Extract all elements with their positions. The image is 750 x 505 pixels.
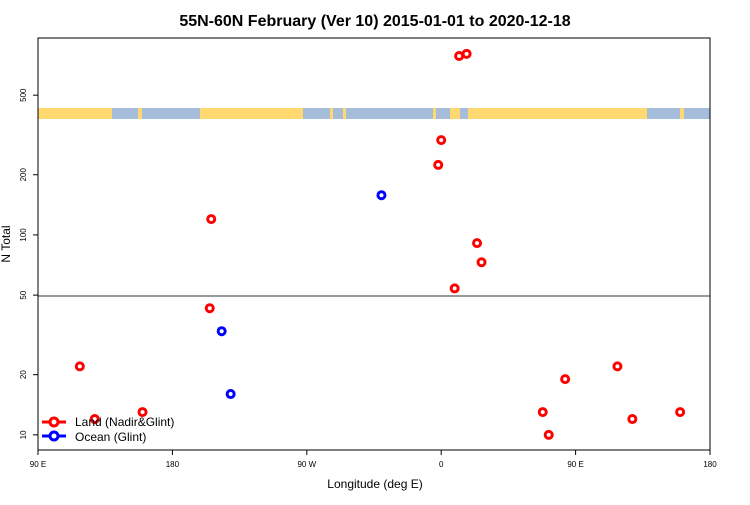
land-point <box>454 51 465 62</box>
chart-title: 55N-60N February (Ver 10) 2015-01-01 to … <box>179 13 570 30</box>
land-point <box>560 374 571 385</box>
land-point <box>449 283 460 294</box>
x-tick-label: 180 <box>166 460 180 469</box>
y-axis: 10 20 50 100 200 500 <box>19 88 38 439</box>
land-point <box>612 361 623 372</box>
land-point <box>137 407 148 418</box>
land-point <box>461 48 472 59</box>
y-tick-label: 100 <box>19 228 28 242</box>
land-point <box>204 303 215 314</box>
x-tick-label: 90 E <box>30 460 46 469</box>
map-land <box>343 108 346 119</box>
map-land <box>468 108 647 119</box>
map-strip <box>38 108 710 119</box>
x-axis-label: Longitude (deg E) <box>327 477 422 491</box>
land-point <box>675 407 686 418</box>
land-point <box>537 407 548 418</box>
ocean-point <box>376 190 387 201</box>
y-tick-label: 500 <box>19 88 28 102</box>
legend: Land (Nadir&Glint) Ocean (Glint) <box>42 415 174 444</box>
ocean-point <box>225 389 236 400</box>
land-point <box>74 361 85 372</box>
map-land <box>680 108 684 119</box>
map-land <box>200 108 212 119</box>
x-tick-label: 0 <box>439 460 444 469</box>
legend-label-ocean: Ocean (Glint) <box>75 430 146 444</box>
x-tick-label: 180 <box>703 460 717 469</box>
land-point <box>472 238 483 249</box>
plot-frame <box>37 37 711 451</box>
land-point <box>89 414 100 425</box>
map-ocean <box>38 108 710 119</box>
x-tick-label: 90 E <box>567 460 583 469</box>
land-point <box>206 214 217 225</box>
legend-marker-land <box>48 416 60 428</box>
legend-label-land: Land (Nadir&Glint) <box>75 415 174 429</box>
legend-marker-ocean <box>48 430 60 442</box>
map-land <box>138 108 142 119</box>
map-land <box>212 108 303 119</box>
map-land <box>330 108 333 119</box>
map-land <box>433 108 436 119</box>
x-tick-label: 90 W <box>297 460 316 469</box>
legend-item-ocean: Ocean (Glint) <box>42 430 146 444</box>
x-axis: 90 E 180 90 W 0 90 E 180 <box>30 450 717 469</box>
map-land <box>450 108 460 119</box>
land-point <box>433 159 444 170</box>
y-tick-label: 10 <box>19 430 28 439</box>
legend-item-land: Land (Nadir&Glint) <box>42 415 174 429</box>
data-points <box>74 48 686 440</box>
y-tick-label: 20 <box>19 370 28 379</box>
y-tick-label: 200 <box>19 168 28 182</box>
map-land <box>38 108 112 119</box>
land-point <box>543 429 554 440</box>
ocean-point <box>216 326 227 337</box>
land-point <box>476 257 487 268</box>
y-tick-label: 50 <box>19 290 28 299</box>
land-point <box>436 135 447 146</box>
y-axis-label: N Total <box>0 225 13 262</box>
land-point <box>627 414 638 425</box>
